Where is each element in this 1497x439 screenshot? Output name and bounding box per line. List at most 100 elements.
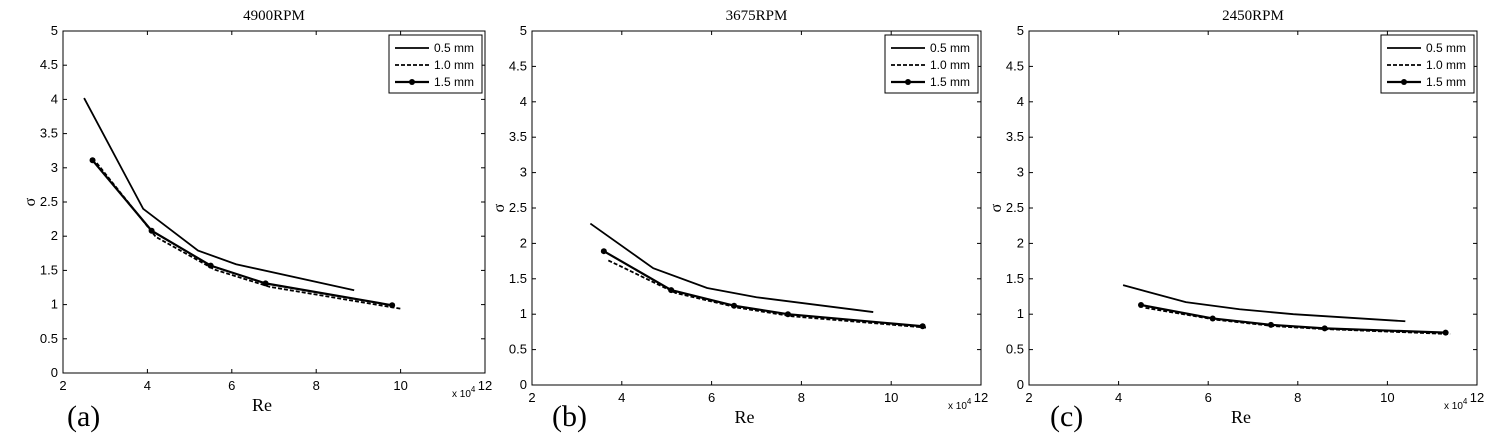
series-line-0-5-mm — [1122, 284, 1406, 323]
legend: 0.5 mm 1.0 mm 1.5 mm — [884, 34, 979, 94]
legend-label: 1.0 mm — [434, 58, 474, 72]
chart-panel-3: 2450RPM 2 4 6 8 10 12 0 0.5 1 1.5 2 2.5 3 3.5 4 4.5 5 Re σ x… — [988, 8, 1484, 433]
x-axis-multiplier-exponent: 4 — [471, 385, 476, 394]
y-tick-label: 1.5 — [509, 271, 527, 286]
y-tick-label: 4.5 — [40, 57, 58, 72]
x-axis-multiplier-base: x 10 — [452, 389, 471, 400]
data-point — [1209, 315, 1216, 322]
x-tick-label: 12 — [974, 390, 988, 405]
y-tick-label: 4 — [51, 91, 58, 106]
x-tick-label: 10 — [393, 378, 407, 393]
legend-marker — [1401, 79, 1407, 85]
x-tick-label: 6 — [708, 390, 715, 405]
data-point — [919, 323, 926, 330]
y-tick-label: 0.5 — [40, 331, 58, 346]
data-point — [148, 227, 155, 234]
y-tick-label: 3.5 — [40, 126, 58, 141]
x-axis-multiplier: x 104 — [452, 385, 476, 400]
y-tick-label: 0.5 — [509, 342, 527, 357]
data-point — [731, 302, 738, 309]
y-tick-label: 3.5 — [509, 129, 527, 144]
series-line-0-5-mm — [589, 222, 874, 313]
legend: 0.5 mm 1.0 mm 1.5 mm — [1380, 34, 1475, 94]
y-tick-label: 1 — [520, 306, 527, 321]
chart-title: 3675RPM — [726, 8, 788, 24]
x-tick-label: 4 — [144, 378, 151, 393]
y-tick-label: 5 — [51, 23, 58, 38]
y-tick-label: 4 — [520, 94, 527, 109]
x-tick-label: 8 — [313, 378, 320, 393]
y-tick-label: 2 — [520, 235, 527, 250]
y-axis-label: σ — [491, 203, 508, 212]
y-tick-label: 4.5 — [1006, 58, 1024, 73]
x-tick-label: 12 — [478, 378, 492, 393]
y-tick-label: 5 — [1017, 23, 1024, 38]
y-tick-label: 2.5 — [509, 200, 527, 215]
x-tick-label: 4 — [618, 390, 625, 405]
x-tick-label: 4 — [1115, 390, 1122, 405]
x-axis-multiplier-exponent: 4 — [967, 397, 972, 406]
y-tick-label: 2 — [51, 228, 58, 243]
y-tick-label: 0 — [51, 365, 58, 380]
legend-label: 1.5 mm — [930, 75, 970, 89]
data-point — [389, 302, 396, 309]
chart-title: 2450RPM — [1222, 8, 1284, 24]
data-point — [784, 311, 791, 318]
y-tick-label: 1.5 — [1006, 271, 1024, 286]
y-tick-label: 1.5 — [40, 262, 58, 277]
x-tick-label: 2 — [528, 390, 535, 405]
chart-panel-2: 3675RPM 2 4 6 8 10 12 0 0.5 1 1.5 2 2.5 3 3.5 4 4.5 5 Re σ x… — [491, 8, 988, 433]
legend-label: 1.0 mm — [1426, 58, 1466, 72]
series-line-0-5-mm — [83, 97, 355, 292]
legend-label: 1.5 mm — [1426, 75, 1466, 89]
panel-label: (c) — [1050, 400, 1083, 433]
panel-label: (b) — [552, 400, 587, 433]
x-axis-multiplier: x 104 — [1444, 397, 1468, 412]
legend-label: 0.5 mm — [434, 41, 474, 55]
y-tick-label: 3.5 — [1006, 129, 1024, 144]
x-axis-label: Re — [1231, 407, 1251, 427]
chart-title: 4900RPM — [243, 8, 305, 24]
panel-label: (a) — [67, 400, 100, 433]
x-axis-multiplier-base: x 10 — [1444, 401, 1463, 412]
y-tick-label: 3 — [520, 165, 527, 180]
x-axis-multiplier-exponent: 4 — [1463, 397, 1468, 406]
y-tick-label: 5 — [520, 23, 527, 38]
legend-label: 0.5 mm — [1426, 41, 1466, 55]
y-tick-label: 2.5 — [40, 194, 58, 209]
y-tick-label: 4 — [1017, 94, 1024, 109]
x-tick-label: 6 — [1205, 390, 1212, 405]
y-tick-label: 3 — [51, 160, 58, 175]
y-tick-label: 0 — [1017, 377, 1024, 392]
chart-panel-1: 4900RPM 2 4 6 8 10 12 0 0.5 1 1.5 2 2.5 3 3.5 4 4.5 5 Re σ x… — [22, 8, 492, 433]
y-tick-label: 2 — [1017, 235, 1024, 250]
data-point — [262, 280, 269, 287]
x-tick-label: 2 — [1025, 390, 1032, 405]
x-tick-label: 8 — [1294, 390, 1301, 405]
x-tick-label: 6 — [228, 378, 235, 393]
x-axis-multiplier-base: x 10 — [948, 401, 967, 412]
x-tick-label: 10 — [884, 390, 898, 405]
y-axis-label: σ — [988, 203, 1005, 212]
y-tick-label: 1 — [1017, 306, 1024, 321]
data-point — [668, 287, 675, 294]
data-point — [1442, 329, 1449, 336]
x-tick-label: 10 — [1380, 390, 1394, 405]
legend-marker — [905, 79, 911, 85]
legend: 0.5 mm 1.0 mm 1.5 mm — [388, 34, 483, 94]
data-point — [1321, 325, 1328, 332]
y-tick-label: 0.5 — [1006, 342, 1024, 357]
data-point — [600, 248, 607, 255]
data-point — [1138, 301, 1144, 308]
y-tick-label: 2.5 — [1006, 200, 1024, 215]
x-tick-label: 12 — [1470, 390, 1484, 405]
legend-label: 1.0 mm — [930, 58, 970, 72]
y-axis-label: σ — [22, 197, 39, 206]
y-tick-label: 1 — [51, 297, 58, 312]
legend-label: 1.5 mm — [434, 75, 474, 89]
series-line-1-0-mm — [607, 259, 928, 329]
legend-box — [1380, 34, 1475, 94]
data-point — [207, 262, 214, 269]
legend-box — [884, 34, 979, 94]
x-axis-multiplier: x 104 — [948, 397, 972, 412]
